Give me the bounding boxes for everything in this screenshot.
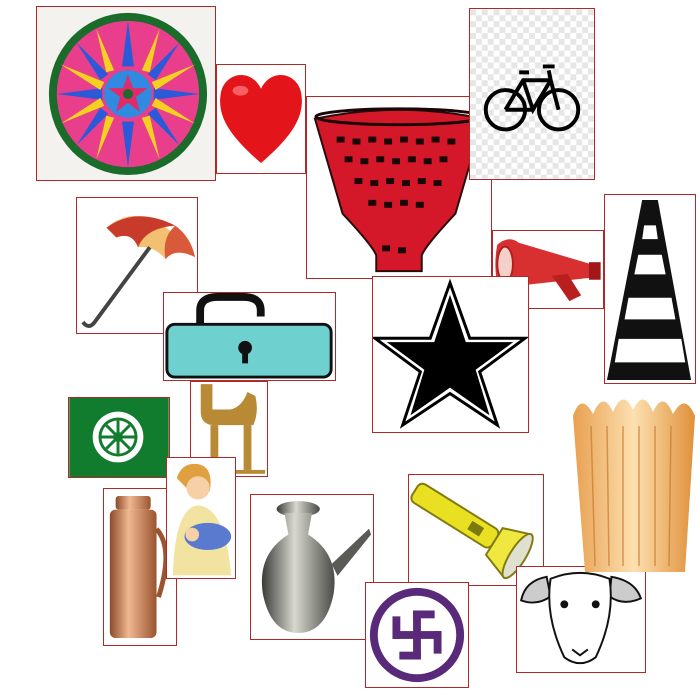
heart-tile[interactable] (216, 64, 306, 174)
rangoli-wheel-tile[interactable] (36, 6, 216, 181)
mother-with-baby-icon (172, 463, 232, 576)
basket-tile[interactable] (306, 96, 492, 279)
swastika-icon (369, 587, 465, 683)
mother-with-baby-tile[interactable] (166, 457, 236, 579)
kettle-tile[interactable] (250, 494, 374, 640)
torch-icon (410, 482, 534, 580)
heart-icon (220, 75, 302, 163)
chakra-flag-tile[interactable] (68, 397, 170, 478)
bicycle-icon (470, 9, 594, 179)
basket-icon (313, 107, 485, 273)
crown-basket-tile[interactable] (571, 386, 697, 582)
goat-head-icon (520, 571, 643, 665)
swastika-tile[interactable] (365, 582, 469, 688)
jug-tile[interactable] (103, 488, 177, 646)
goat-head-tile[interactable] (516, 566, 646, 673)
padlock-tile[interactable] (163, 292, 336, 381)
crown-basket-icon (573, 399, 695, 572)
ladder-icon (606, 199, 692, 380)
bicycle-tile[interactable] (469, 8, 595, 180)
star-icon (373, 278, 528, 429)
rangoli-wheel-icon (37, 7, 215, 180)
umbrella-icon (81, 216, 196, 328)
jug-icon (109, 495, 169, 639)
chakra-flag-icon (69, 398, 169, 477)
star-tile[interactable] (372, 276, 529, 433)
kettle-icon (261, 501, 372, 633)
ladder-tile[interactable] (604, 194, 696, 384)
padlock-icon (165, 293, 333, 379)
